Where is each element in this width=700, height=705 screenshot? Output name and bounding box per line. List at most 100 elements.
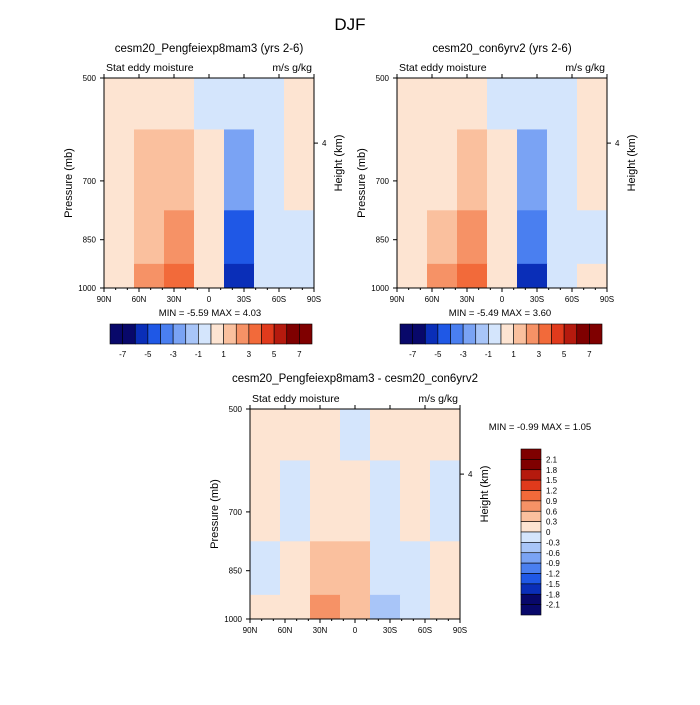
colorbar-label: -2.1 <box>546 601 560 610</box>
colorbar-box <box>520 583 542 595</box>
colorbar-box <box>520 459 542 471</box>
heatmap-cell <box>547 78 578 130</box>
heatmap-cell <box>577 210 608 265</box>
heatmap-cell <box>310 409 341 461</box>
heatmap-cell <box>517 78 548 130</box>
heatmap-cell <box>250 460 281 542</box>
heatmap-cell <box>194 210 225 265</box>
colorbar-label: -3 <box>170 350 178 359</box>
x-tick-label: 90S <box>307 295 321 304</box>
colorbar-box <box>520 604 542 616</box>
colorbar-label: -3 <box>460 350 468 359</box>
colorbar-box <box>185 323 199 345</box>
heatmap-cell <box>194 78 225 130</box>
colorbar-box <box>520 490 542 502</box>
colorbar-box <box>488 323 502 345</box>
heatmap-cell <box>224 210 255 265</box>
colorbar-box <box>520 500 542 512</box>
heatmap-cell <box>427 78 458 130</box>
heatmap-cell <box>517 210 548 265</box>
heatmap-cell <box>134 129 165 211</box>
colorbar-label: 2.1 <box>546 455 558 464</box>
colorbar-box <box>551 323 565 345</box>
colorbar-box <box>520 469 542 481</box>
colorbar-box <box>475 323 489 345</box>
colorbar-box <box>462 323 477 345</box>
heatmap-cell <box>340 460 371 542</box>
colorbar-label: -1 <box>485 350 493 359</box>
heatmap-cell <box>430 409 461 461</box>
heatmap-cell <box>340 541 371 596</box>
colorbar-box <box>589 323 603 345</box>
colorbar-label: -1.5 <box>546 580 560 589</box>
colorbar-box <box>134 323 149 345</box>
heatmap-cell <box>310 460 341 542</box>
y2-axis-label: Height (km) <box>333 135 345 192</box>
colorbar-label: -1 <box>195 350 203 359</box>
heatmap-cell <box>254 78 285 130</box>
y-tick-label: 700 <box>376 177 390 186</box>
heatmap-cell <box>340 409 371 461</box>
colorbar-box <box>520 573 542 585</box>
colorbar-box <box>576 323 590 345</box>
colorbar-box <box>520 479 542 491</box>
colorbar-box <box>520 531 542 543</box>
y-axis-label: Pressure (mb) <box>63 148 75 218</box>
heatmap-cell <box>280 594 311 620</box>
colorbar-box <box>286 323 300 345</box>
heatmap-cell <box>487 129 518 211</box>
y-tick-label: 500 <box>376 74 390 83</box>
min-max-label: MIN = -5.59 MAX = 4.03 <box>159 308 261 319</box>
heatmap-cell <box>224 263 255 289</box>
heatmap-cell <box>517 129 548 211</box>
heatmap-cell <box>577 78 608 130</box>
heatmap-cell <box>547 129 578 211</box>
heatmap-cell <box>400 594 431 620</box>
y-axis-label: Pressure (mb) <box>209 479 221 549</box>
y-tick-label: 850 <box>229 567 243 576</box>
colorbar-box <box>450 323 464 345</box>
y-tick-label: 1000 <box>371 284 389 293</box>
heatmap-cell <box>397 263 428 289</box>
colorbar-label: 5 <box>272 350 277 359</box>
colorbar-label: 1 <box>221 350 226 359</box>
x-tick-label: 90N <box>97 295 112 304</box>
heatmap-cell <box>254 129 285 211</box>
heatmap-cell <box>457 129 488 211</box>
x-tick-label: 90N <box>243 626 258 635</box>
heatmap-cell <box>250 409 281 461</box>
panel-variable-label: Stat eddy moisture <box>252 393 340 405</box>
colorbar-label: -5 <box>434 350 442 359</box>
heatmap-cell <box>280 541 311 596</box>
colorbar-label: 0.6 <box>546 507 558 516</box>
heatmap-cell <box>310 541 341 596</box>
min-max-label: MIN = -5.49 MAX = 3.60 <box>449 308 551 319</box>
heatmap-cell <box>427 210 458 265</box>
colorbar-label: 3 <box>247 350 252 359</box>
x-tick-label: 60N <box>278 626 293 635</box>
y-tick-label: 500 <box>229 405 243 414</box>
colorbar-box <box>520 542 542 554</box>
y-tick-label: 1000 <box>224 615 242 624</box>
x-tick-label: 0 <box>207 295 212 304</box>
colorbar-box <box>122 323 136 345</box>
colorbar-box <box>399 323 413 345</box>
y2-tick-label: 4 <box>468 470 473 479</box>
heatmap-cell <box>134 78 165 130</box>
colorbar-box <box>520 562 542 574</box>
x-tick-label: 60S <box>565 295 579 304</box>
colorbar-box <box>160 323 174 345</box>
colorbar-box <box>520 521 542 533</box>
heatmap-cell <box>430 541 461 596</box>
colorbar-label: -7 <box>409 350 417 359</box>
heatmap-cell <box>400 460 431 542</box>
heatmap-cell <box>280 460 311 542</box>
heatmap-cell <box>164 78 195 130</box>
colorbar-label: 1.2 <box>546 487 558 496</box>
y-tick-label: 500 <box>83 74 97 83</box>
panel-units-label: m/s g/kg <box>272 62 312 74</box>
colorbar-box <box>172 323 187 345</box>
y-tick-label: 850 <box>83 236 97 245</box>
colorbar-label: 7 <box>297 350 302 359</box>
